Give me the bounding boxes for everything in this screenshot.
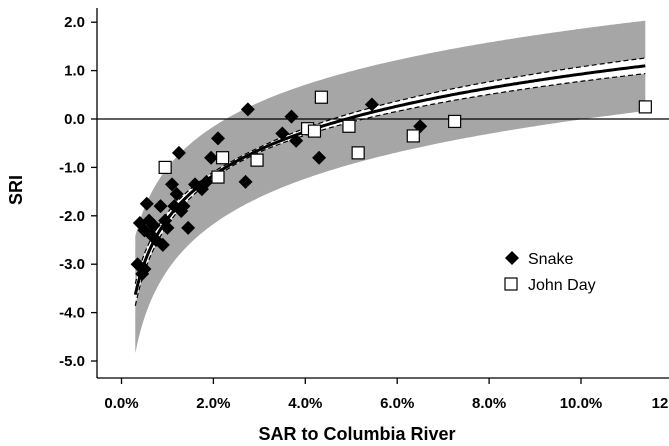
snake-point [153,199,168,214]
snake-point [275,126,290,141]
snake-point [240,102,255,117]
snake-point [169,187,184,202]
y-tick-label: -1.0 [59,159,85,176]
legend: Snake John Day [504,251,596,294]
y-tick-label: 2.0 [64,14,85,31]
data-points [130,90,652,281]
john-day-point [406,129,420,143]
john-day-point [638,100,652,114]
x-tick-label: 6.0% [380,395,414,412]
x-tick-label: 10.0% [560,395,603,412]
snake-point [146,218,161,233]
john-day-point [211,170,225,184]
snake-point [155,237,170,252]
y-tick-label: 1.0 [64,63,85,80]
legend-john-day-label: John Day [528,277,596,294]
legend-john-day-marker [504,277,518,291]
y-tick-label: -5.0 [59,353,85,370]
john-day-point [158,160,172,174]
john-day-point [351,146,365,160]
y-axis-title: SRI [6,175,26,205]
axes: 2.0 1.0 0.0 -1.0 -2.0 -3.0 -4.0 -5.0 0.0% 2.0% 4.0… [59,8,669,412]
x-tick-label: 0.0% [104,395,138,412]
snake-point [181,220,196,235]
john-day-point [307,124,322,138]
snake-point [165,177,180,192]
x-tick-label: 12.0% [652,395,669,412]
prediction-band-layer [135,20,646,354]
snake-point [137,262,152,277]
snake-point [139,196,154,211]
john-day-point [314,90,328,104]
snake-point [312,150,327,165]
snake-point [364,97,379,112]
john-day-point [342,119,356,133]
x-axis-title: SAR to Columbia River [258,424,455,444]
x-tick-label: 4.0% [288,395,322,412]
snake-point [289,133,304,148]
snake-point [204,150,219,165]
legend-snake-marker [505,251,519,265]
legend-snake-label: Snake [528,251,573,268]
snake-point [176,199,191,214]
snake-point [210,131,225,146]
snake-point [199,174,214,189]
snake-point [171,145,186,160]
y-tick-label: 0.0 [64,111,85,128]
y-tick-label: -3.0 [59,256,85,273]
snake-point [238,174,253,189]
x-tick-label: 8.0% [472,395,506,412]
prediction-band [135,20,646,354]
y-tick-label: -2.0 [59,208,85,225]
y-tick-label: -4.0 [59,305,85,322]
x-tick-label: 2.0% [196,395,230,412]
john-day-point [215,151,230,165]
snake-point [160,220,175,235]
snake-point [284,109,299,124]
confidence-band-upper [134,57,646,284]
john-day-point [448,114,462,129]
john-day-point [250,153,264,167]
